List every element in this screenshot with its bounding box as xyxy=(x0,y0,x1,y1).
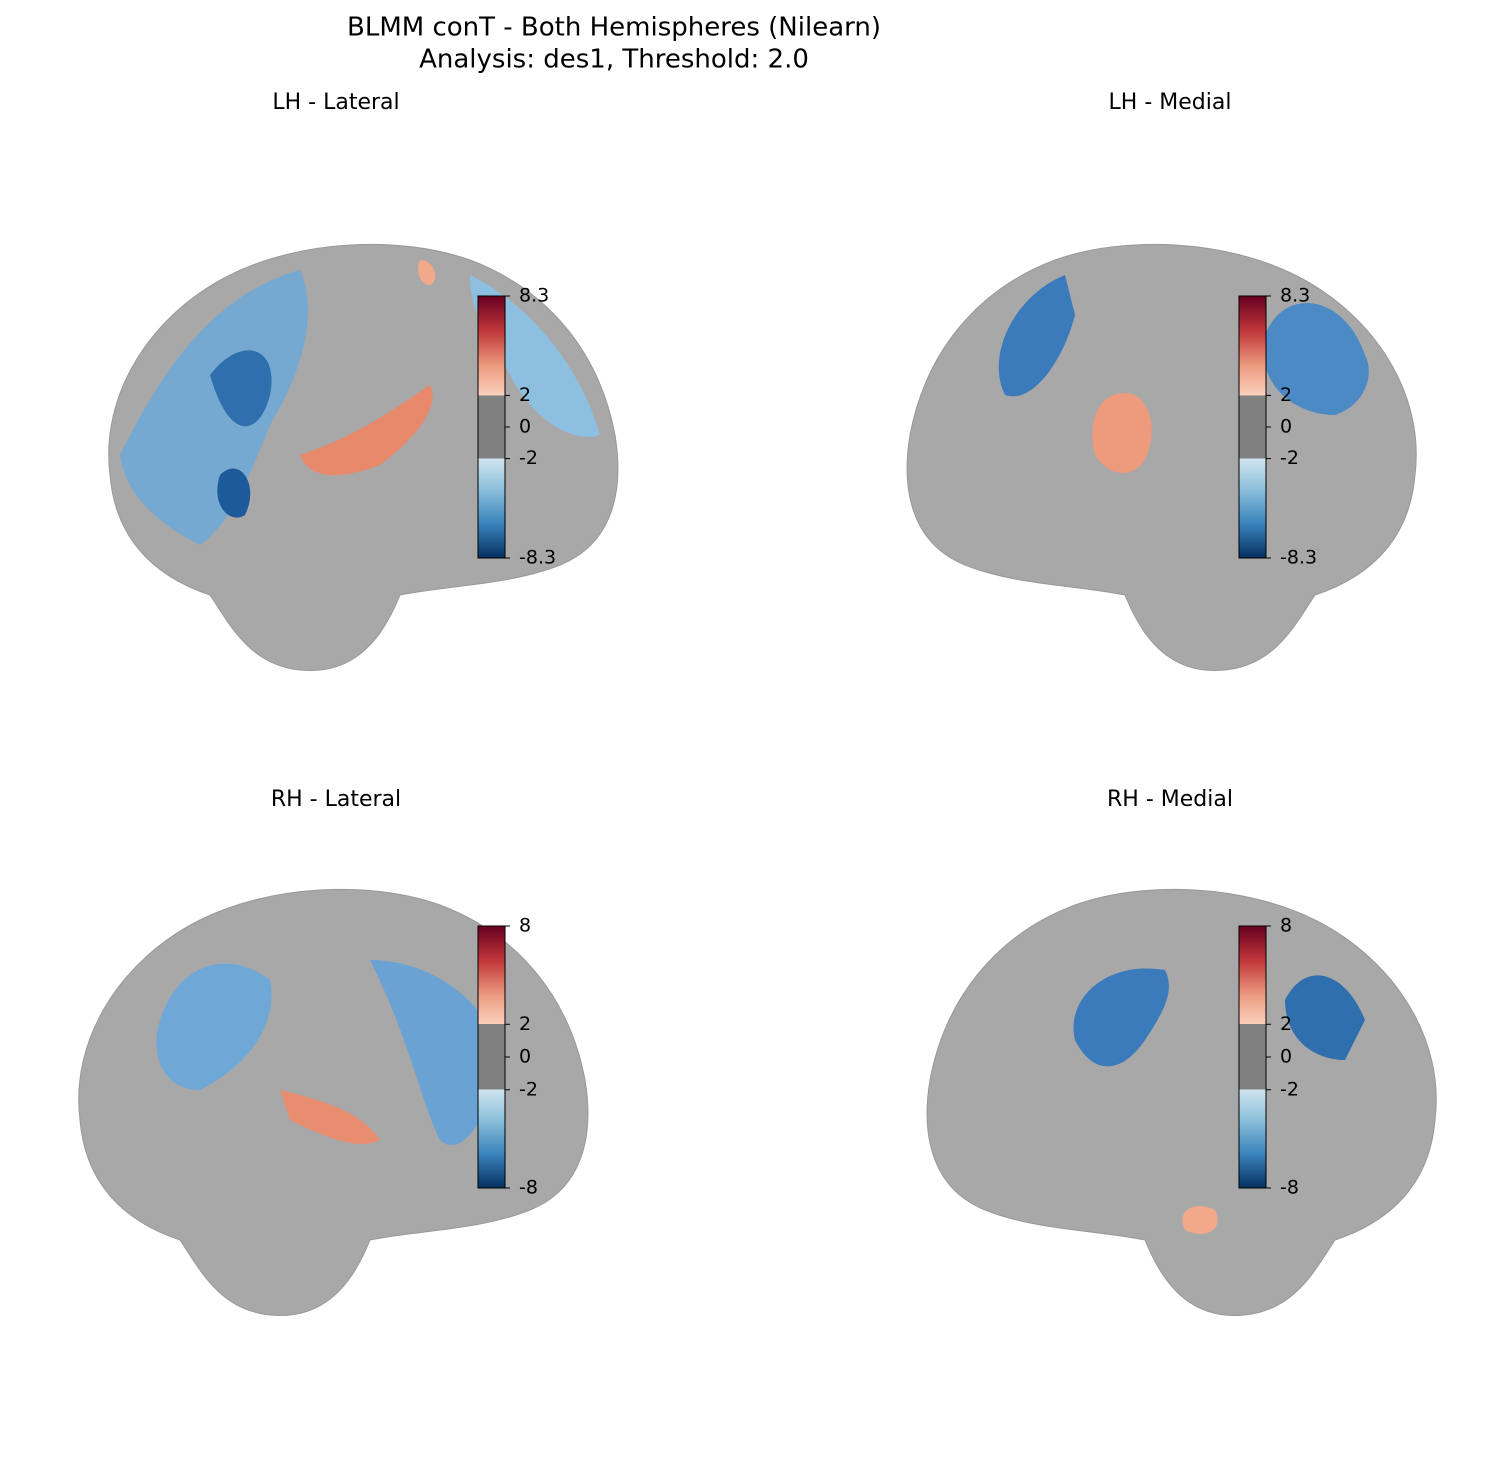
brain-lh-medial xyxy=(906,243,1417,672)
brain-rh-medial xyxy=(926,888,1437,1317)
colorbar-tick-label: 0 xyxy=(1280,1046,1292,1068)
panel-title: LH - Lateral xyxy=(272,90,399,115)
figure-subtitle: Analysis: des1, Threshold: 2.0 xyxy=(419,45,809,75)
colorbar-tick-label: 2 xyxy=(1280,384,1292,406)
panel-title: RH - Medial xyxy=(1107,787,1233,812)
brain-lh-lateral xyxy=(108,243,619,672)
colorbar-tick-label: 0 xyxy=(519,416,531,438)
colorbar-tick-label: 8.3 xyxy=(1280,285,1310,307)
brain-rh-lateral xyxy=(78,888,589,1317)
colorbar xyxy=(477,925,506,1189)
figure-title: BLMM conT - Both Hemispheres (Nilearn) xyxy=(347,13,881,43)
colorbar-tick-label: 8 xyxy=(1280,915,1292,937)
colorbar-tick-label: 2 xyxy=(1280,1013,1292,1035)
colorbar-tick-label: -8.3 xyxy=(519,547,556,569)
colorbar xyxy=(477,295,506,559)
colorbar xyxy=(1238,925,1267,1189)
colorbar-tick-label: 8 xyxy=(519,915,531,937)
colorbar-tick-label: -2 xyxy=(1280,447,1299,469)
colorbar-tick-label: -8 xyxy=(1280,1177,1299,1199)
colorbar-tick-label: -8 xyxy=(519,1177,538,1199)
colorbar-tick-label: 8.3 xyxy=(519,285,549,307)
colorbar-tick-label: 0 xyxy=(519,1046,531,1068)
colorbar-tick-label: -2 xyxy=(519,1078,538,1100)
panel-title: RH - Lateral xyxy=(271,787,401,812)
colorbar-tick-label: -2 xyxy=(519,447,538,469)
colorbar-tick-label: 2 xyxy=(519,384,531,406)
colorbar-tick-label: -8.3 xyxy=(1280,547,1317,569)
panel-title: LH - Medial xyxy=(1109,90,1232,115)
colorbar-tick-label: 0 xyxy=(1280,416,1292,438)
colorbar xyxy=(1238,295,1267,559)
colorbar-tick-label: -2 xyxy=(1280,1078,1299,1100)
colorbar-tick-label: 2 xyxy=(519,1013,531,1035)
